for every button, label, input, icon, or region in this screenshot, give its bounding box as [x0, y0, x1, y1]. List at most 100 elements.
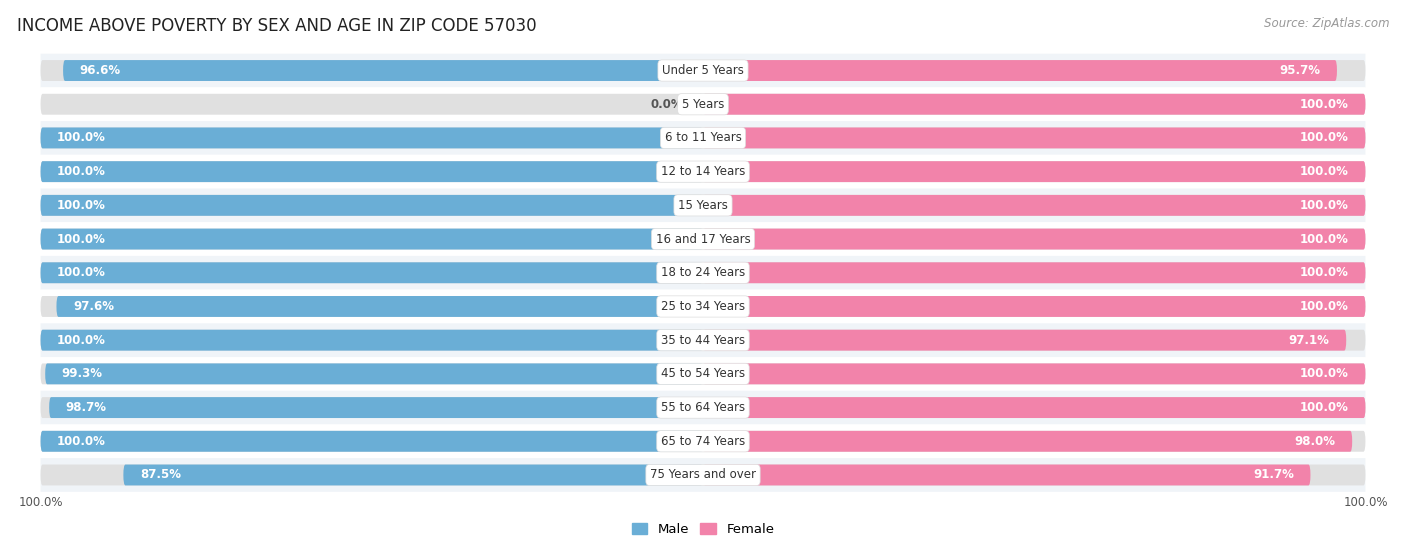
- FancyBboxPatch shape: [41, 229, 703, 249]
- FancyBboxPatch shape: [703, 229, 1365, 249]
- FancyBboxPatch shape: [703, 363, 1365, 385]
- Text: INCOME ABOVE POVERTY BY SEX AND AGE IN ZIP CODE 57030: INCOME ABOVE POVERTY BY SEX AND AGE IN Z…: [17, 17, 537, 35]
- FancyBboxPatch shape: [41, 458, 1365, 492]
- FancyBboxPatch shape: [703, 363, 1365, 385]
- Text: 18 to 24 Years: 18 to 24 Years: [661, 266, 745, 280]
- Text: 91.7%: 91.7%: [1253, 468, 1294, 481]
- Text: 55 to 64 Years: 55 to 64 Years: [661, 401, 745, 414]
- Text: 100.0%: 100.0%: [58, 165, 105, 178]
- Text: 45 to 54 Years: 45 to 54 Years: [661, 367, 745, 380]
- Text: 100.0%: 100.0%: [1301, 98, 1348, 111]
- Text: 5 Years: 5 Years: [682, 98, 724, 111]
- FancyBboxPatch shape: [41, 54, 1365, 87]
- FancyBboxPatch shape: [41, 330, 703, 350]
- Text: 100.0%: 100.0%: [1343, 496, 1388, 509]
- Text: 0.0%: 0.0%: [651, 98, 683, 111]
- FancyBboxPatch shape: [41, 465, 703, 485]
- FancyBboxPatch shape: [703, 94, 1365, 115]
- FancyBboxPatch shape: [41, 161, 703, 182]
- Text: 100.0%: 100.0%: [1301, 233, 1348, 245]
- FancyBboxPatch shape: [41, 357, 1365, 391]
- Text: 100.0%: 100.0%: [58, 334, 105, 347]
- Text: 65 to 74 Years: 65 to 74 Years: [661, 435, 745, 448]
- FancyBboxPatch shape: [41, 262, 703, 283]
- FancyBboxPatch shape: [41, 161, 703, 182]
- FancyBboxPatch shape: [41, 121, 1365, 155]
- Text: 100.0%: 100.0%: [58, 199, 105, 212]
- FancyBboxPatch shape: [703, 262, 1365, 283]
- FancyBboxPatch shape: [41, 391, 1365, 424]
- FancyBboxPatch shape: [49, 397, 703, 418]
- Text: 12 to 14 Years: 12 to 14 Years: [661, 165, 745, 178]
- Text: Under 5 Years: Under 5 Years: [662, 64, 744, 77]
- FancyBboxPatch shape: [703, 161, 1365, 182]
- FancyBboxPatch shape: [41, 188, 1365, 222]
- Text: 100.0%: 100.0%: [1301, 131, 1348, 144]
- Text: 99.3%: 99.3%: [62, 367, 103, 380]
- FancyBboxPatch shape: [41, 127, 703, 148]
- FancyBboxPatch shape: [703, 465, 1365, 485]
- FancyBboxPatch shape: [703, 195, 1365, 216]
- FancyBboxPatch shape: [41, 155, 1365, 188]
- Text: 97.6%: 97.6%: [73, 300, 114, 313]
- FancyBboxPatch shape: [703, 431, 1353, 452]
- FancyBboxPatch shape: [124, 465, 703, 485]
- FancyBboxPatch shape: [703, 397, 1365, 418]
- FancyBboxPatch shape: [703, 94, 1365, 115]
- Text: 100.0%: 100.0%: [1301, 300, 1348, 313]
- FancyBboxPatch shape: [41, 229, 703, 249]
- Text: 100.0%: 100.0%: [18, 496, 63, 509]
- FancyBboxPatch shape: [703, 330, 1365, 350]
- FancyBboxPatch shape: [41, 296, 703, 317]
- FancyBboxPatch shape: [703, 127, 1365, 148]
- Text: 100.0%: 100.0%: [1301, 367, 1348, 380]
- FancyBboxPatch shape: [703, 465, 1310, 485]
- FancyBboxPatch shape: [703, 229, 1365, 249]
- FancyBboxPatch shape: [41, 127, 703, 148]
- Text: 100.0%: 100.0%: [58, 233, 105, 245]
- Text: 100.0%: 100.0%: [58, 435, 105, 448]
- FancyBboxPatch shape: [41, 195, 703, 216]
- FancyBboxPatch shape: [41, 330, 703, 350]
- Text: 98.0%: 98.0%: [1295, 435, 1336, 448]
- Text: 96.6%: 96.6%: [80, 64, 121, 77]
- FancyBboxPatch shape: [703, 60, 1365, 81]
- Text: 95.7%: 95.7%: [1279, 64, 1320, 77]
- FancyBboxPatch shape: [703, 330, 1346, 350]
- Text: 25 to 34 Years: 25 to 34 Years: [661, 300, 745, 313]
- FancyBboxPatch shape: [63, 60, 703, 81]
- Text: 6 to 11 Years: 6 to 11 Years: [665, 131, 741, 144]
- FancyBboxPatch shape: [41, 431, 703, 452]
- FancyBboxPatch shape: [41, 397, 703, 418]
- FancyBboxPatch shape: [703, 195, 1365, 216]
- FancyBboxPatch shape: [703, 397, 1365, 418]
- FancyBboxPatch shape: [45, 363, 703, 385]
- FancyBboxPatch shape: [41, 323, 1365, 357]
- FancyBboxPatch shape: [56, 296, 703, 317]
- FancyBboxPatch shape: [41, 256, 1365, 290]
- FancyBboxPatch shape: [41, 262, 703, 283]
- Text: 98.7%: 98.7%: [66, 401, 107, 414]
- Text: 15 Years: 15 Years: [678, 199, 728, 212]
- Text: 100.0%: 100.0%: [58, 266, 105, 280]
- FancyBboxPatch shape: [41, 87, 1365, 121]
- FancyBboxPatch shape: [41, 222, 1365, 256]
- Text: 16 and 17 Years: 16 and 17 Years: [655, 233, 751, 245]
- Text: 97.1%: 97.1%: [1289, 334, 1330, 347]
- Text: 100.0%: 100.0%: [58, 131, 105, 144]
- Text: 100.0%: 100.0%: [1301, 266, 1348, 280]
- FancyBboxPatch shape: [703, 262, 1365, 283]
- Text: 100.0%: 100.0%: [1301, 401, 1348, 414]
- FancyBboxPatch shape: [41, 424, 1365, 458]
- FancyBboxPatch shape: [41, 60, 703, 81]
- FancyBboxPatch shape: [41, 363, 703, 385]
- FancyBboxPatch shape: [41, 290, 1365, 323]
- Legend: Male, Female: Male, Female: [626, 518, 780, 541]
- Text: 75 Years and over: 75 Years and over: [650, 468, 756, 481]
- FancyBboxPatch shape: [703, 296, 1365, 317]
- FancyBboxPatch shape: [703, 127, 1365, 148]
- Text: 87.5%: 87.5%: [141, 468, 181, 481]
- FancyBboxPatch shape: [703, 60, 1337, 81]
- FancyBboxPatch shape: [41, 195, 703, 216]
- Text: 35 to 44 Years: 35 to 44 Years: [661, 334, 745, 347]
